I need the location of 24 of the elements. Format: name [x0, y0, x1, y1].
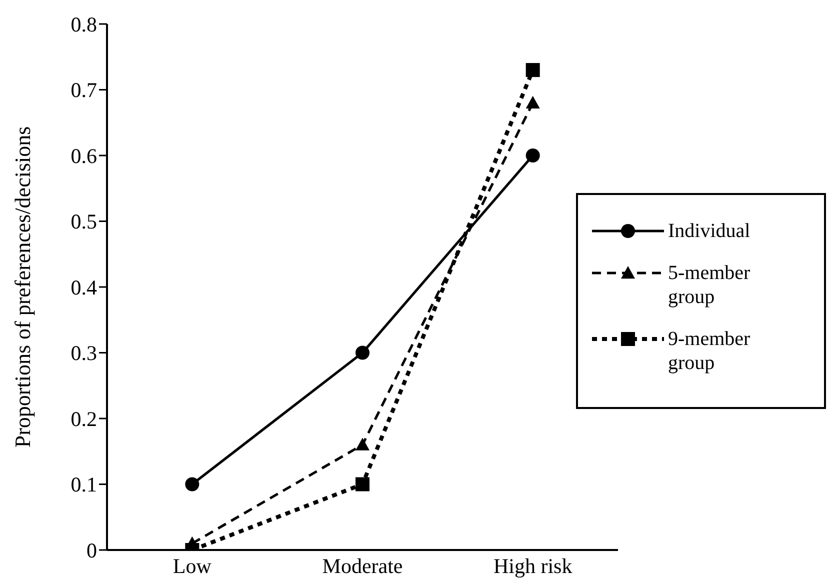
y-tick-label: 0 — [86, 538, 97, 562]
point — [185, 536, 200, 550]
point — [356, 477, 370, 492]
y-tick-label: 0.4 — [70, 275, 98, 300]
point — [526, 148, 540, 162]
point — [356, 438, 370, 450]
y-axis-title: Proportions of preferences/decisions — [10, 126, 35, 448]
y-tick-label: 0.6 — [70, 144, 97, 168]
y-tick-label: 0.8 — [70, 12, 97, 36]
legend-label: Individual — [668, 219, 752, 243]
y-tick-label: 0.1 — [70, 472, 97, 497]
x-tick-label: High risk — [493, 554, 573, 578]
point — [526, 96, 540, 108]
legend-label: 9-member group — [668, 327, 752, 375]
y-tick-label: 0.2 — [70, 406, 97, 431]
legend-label: 5-member group — [668, 261, 752, 309]
point — [356, 346, 370, 360]
y-tick-label: 0.5 — [70, 210, 97, 234]
x-tick-label: Moderate — [322, 554, 403, 578]
point — [526, 63, 540, 78]
y-tick-label: 0.3 — [70, 341, 97, 366]
x-tick-label: Low — [172, 554, 212, 578]
y-tick-label: 0.7 — [70, 78, 97, 102]
point — [185, 477, 200, 492]
